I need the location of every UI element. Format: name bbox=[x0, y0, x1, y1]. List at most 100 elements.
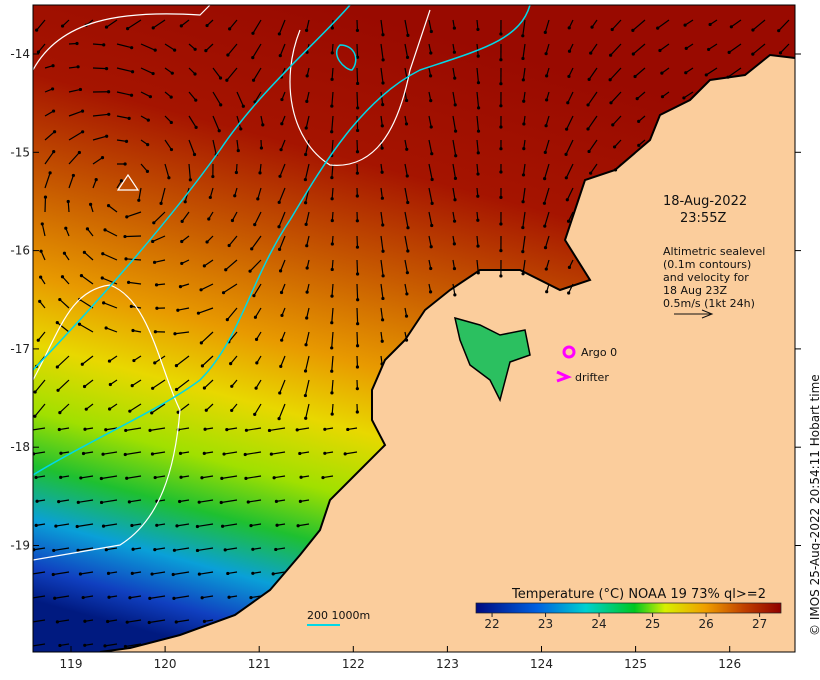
velocity-arrow-head bbox=[84, 407, 88, 411]
velocity-arrow bbox=[180, 19, 190, 27]
velocity-arrow-head bbox=[565, 198, 569, 202]
velocity-arrow-head bbox=[229, 362, 233, 366]
velocity-arrow-head bbox=[279, 290, 284, 295]
velocity-arrow-head bbox=[589, 171, 593, 175]
velocity-arrow bbox=[476, 91, 480, 108]
velocity-arrow bbox=[53, 547, 70, 552]
velocity-arrow bbox=[59, 427, 70, 431]
velocity-arrow bbox=[278, 211, 286, 227]
velocity-arrow bbox=[155, 475, 166, 479]
velocity-arrow-head bbox=[330, 321, 334, 325]
velocity-arrow-head bbox=[208, 195, 212, 200]
velocity-arrow bbox=[68, 88, 81, 93]
velocity-arrow-head bbox=[404, 122, 409, 126]
velocity-arrow-head bbox=[543, 224, 547, 228]
velocity-arrow-head bbox=[355, 272, 360, 276]
velocity-arrow bbox=[249, 259, 262, 272]
velocity-arrow-head bbox=[499, 147, 503, 151]
velocity-arrow-head bbox=[476, 194, 480, 198]
velocity-arrow-head bbox=[355, 28, 360, 33]
velocity-arrow-head bbox=[612, 145, 617, 149]
velocity-arrow bbox=[380, 307, 384, 320]
velocity-arrow bbox=[106, 547, 118, 551]
velocity-arrow-head bbox=[152, 260, 157, 264]
velocity-arrow bbox=[269, 427, 286, 432]
velocity-arrow-head bbox=[277, 32, 281, 36]
velocity-arrow bbox=[178, 427, 190, 431]
velocity-arrow-head bbox=[171, 572, 175, 577]
velocity-arrow-head bbox=[125, 620, 129, 624]
velocity-arrow-head bbox=[151, 239, 155, 244]
velocity-arrow bbox=[304, 355, 310, 372]
velocity-arrow bbox=[452, 283, 456, 295]
velocity-arrow bbox=[659, 43, 670, 51]
velocity-arrow bbox=[221, 499, 238, 504]
lon-tick-label: 123 bbox=[436, 657, 459, 671]
velocity-arrow-head bbox=[129, 93, 134, 97]
velocity-arrow-head bbox=[33, 390, 37, 394]
velocity-arrow bbox=[116, 67, 133, 73]
drifter-label: drifter bbox=[575, 371, 609, 384]
velocity-arrow-head bbox=[192, 152, 197, 157]
velocity-arrow-head bbox=[81, 595, 85, 600]
velocity-arrow-head bbox=[430, 152, 434, 156]
velocity-arrow-head bbox=[269, 452, 273, 456]
velocity-arrow-head bbox=[188, 178, 192, 182]
velocity-arrow bbox=[200, 331, 214, 344]
lon-tick-label: 125 bbox=[624, 657, 647, 671]
velocity-arrow-head bbox=[298, 451, 302, 456]
velocity-arrow bbox=[104, 229, 118, 237]
velocity-arrow bbox=[236, 115, 242, 130]
velocity-arrow-head bbox=[153, 48, 157, 52]
velocity-arrow-head bbox=[35, 499, 39, 503]
velocity-arrow bbox=[612, 115, 622, 126]
velocity-arrow-head bbox=[28, 621, 31, 624]
velocity-arrow-head bbox=[587, 77, 591, 81]
velocity-arrow bbox=[452, 67, 456, 79]
velocity-arrow-head bbox=[40, 222, 44, 226]
velocity-arrow bbox=[428, 139, 433, 154]
velocity-arrow-head bbox=[57, 500, 61, 504]
velocity-arrow bbox=[197, 523, 214, 528]
velocity-arrow-head bbox=[684, 46, 688, 50]
velocity-arrow-head bbox=[233, 194, 237, 198]
velocity-arrow bbox=[476, 259, 479, 273]
velocity-arrow-head bbox=[108, 382, 112, 387]
velocity-arrow-head bbox=[227, 243, 231, 248]
velocity-arrow-head bbox=[305, 74, 309, 78]
velocity-arrow bbox=[522, 211, 526, 228]
colorbar-tick-label: 26 bbox=[698, 617, 713, 631]
velocity-arrow bbox=[271, 451, 286, 455]
velocity-arrow bbox=[176, 355, 190, 367]
velocity-arrow-head bbox=[330, 26, 334, 30]
velocity-arrow-head bbox=[200, 476, 204, 480]
velocity-arrow-head bbox=[103, 228, 107, 232]
velocity-arrow bbox=[331, 403, 334, 415]
velocity-arrow bbox=[752, 43, 766, 55]
velocity-arrow-head bbox=[194, 98, 198, 102]
velocity-arrow bbox=[545, 115, 550, 126]
velocity-arrow bbox=[153, 211, 166, 224]
velocity-arrow-head bbox=[60, 275, 65, 279]
velocity-arrow bbox=[79, 323, 94, 333]
velocity-arrow-head bbox=[34, 475, 38, 480]
velocity-arrow-head bbox=[35, 28, 39, 32]
velocity-arrow-head bbox=[180, 261, 184, 266]
velocity-arrow-head bbox=[304, 416, 308, 420]
velocity-arrow-head bbox=[169, 95, 173, 99]
velocity-arrow-head bbox=[211, 174, 215, 179]
velocity-arrow-head bbox=[404, 338, 409, 342]
velocity-arrow-head bbox=[150, 572, 154, 576]
velocity-arrow-head bbox=[150, 411, 154, 415]
velocity-arrow bbox=[305, 139, 310, 155]
velocity-arrow bbox=[125, 451, 142, 456]
velocity-arrow bbox=[705, 67, 718, 76]
velocity-arrow-head bbox=[453, 176, 458, 180]
velocity-arrow-head bbox=[29, 429, 32, 432]
velocity-arrow-head bbox=[565, 127, 569, 131]
velocity-arrow bbox=[36, 19, 46, 31]
velocity-arrow-head bbox=[100, 156, 105, 160]
velocity-arrow-head bbox=[330, 130, 334, 134]
cape-peninsula bbox=[453, 316, 531, 403]
velocity-arrow-head bbox=[330, 412, 334, 416]
